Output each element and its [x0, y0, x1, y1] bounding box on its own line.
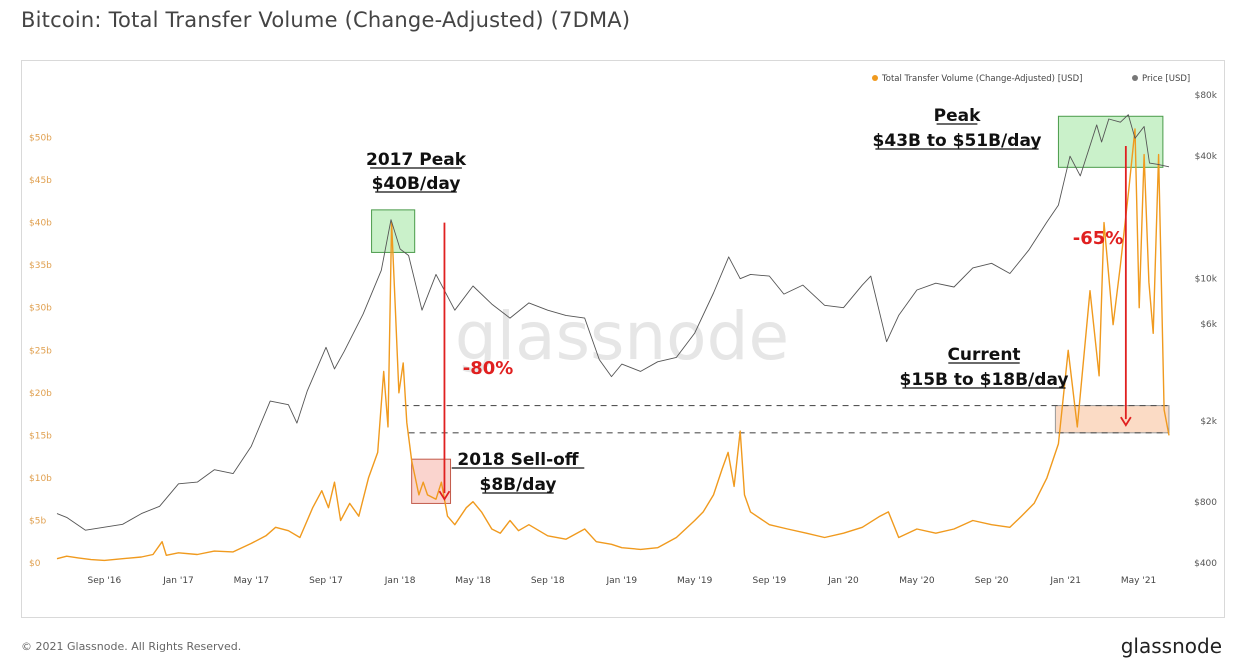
x-tick-label: Jan '21 [1049, 576, 1081, 586]
legend-marker-transfer-volume [872, 75, 878, 81]
left-axis-tick-label: $0 [29, 559, 41, 569]
annotation-peak-2021-line-1: Peak [934, 106, 981, 126]
annotation-pct-2021: -65% [1073, 228, 1124, 249]
x-tick-label: Sep '18 [531, 576, 565, 586]
right-axis-tick-label: $800 [1194, 498, 1217, 508]
x-tick-label: Sep '17 [309, 576, 343, 586]
left-axis-tick-label: $30b [29, 304, 52, 314]
left-axis-tick-label: $25b [29, 346, 52, 356]
series-line-transfer-volume [56, 128, 1170, 562]
x-tick-label: Jan '20 [827, 576, 859, 586]
page-title: Bitcoin: Total Transfer Volume (Change-A… [21, 8, 631, 32]
x-tick-label: Sep '16 [87, 576, 121, 586]
left-axis-tick-label: $40b [29, 219, 52, 229]
right-axis-tick-label: $2k [1200, 417, 1217, 427]
annotation-selloff-2018-line-2: $8B/day [479, 475, 556, 495]
left-axis-tick-label: $5b [29, 516, 46, 526]
annotation-pct-2018: -80% [463, 358, 514, 379]
arrow-drop-2021-head [1120, 416, 1132, 427]
annotation-current-2021-line-2: $15B to $18B/day [900, 370, 1069, 390]
right-axis-tick-label: $10k [1195, 275, 1218, 285]
x-tick-label: Sep '20 [975, 576, 1009, 586]
x-tick-label: May '21 [1121, 576, 1156, 586]
x-tick-label: May '19 [677, 576, 713, 586]
highlight-box-peak-2021 [1057, 115, 1164, 168]
right-axis-tick-label: $40k [1195, 152, 1218, 162]
right-axis-tick-label: $400 [1194, 559, 1217, 569]
series-layer [56, 114, 1170, 562]
legend-label-transfer-volume[interactable]: Total Transfer Volume (Change-Adjusted) … [881, 74, 1083, 84]
left-axis-tick-label: $35b [29, 261, 52, 271]
highlight-box-current-2021 [1054, 405, 1170, 434]
arrows [438, 146, 1132, 501]
chart-frame: glassnode Sep '16 Jan '17 May '17 Sep '17 Ja… [21, 60, 1225, 618]
watermark: glassnode [455, 298, 789, 375]
left-axis-tick-label: $20b [29, 389, 52, 399]
legend-label-price[interactable]: Price [USD] [1142, 74, 1190, 84]
reference-lines [402, 404, 1169, 434]
left-axis-tick-label: $50b [29, 134, 52, 144]
annotation-current-2021-line-1: Current [947, 345, 1020, 365]
x-tick-label: May '20 [899, 576, 935, 586]
annotation-peak-2021-line-2: $43B to $51B/day [873, 131, 1042, 151]
annotation-selloff-2018-line-1: 2018 Sell-off [457, 450, 578, 470]
axes: Sep '16 Jan '17 May '17 Sep '17 Jan '18 May '… [29, 91, 1218, 586]
chart-svg: glassnode Sep '16 Jan '17 May '17 Sep '17 Ja… [29, 74, 1218, 586]
x-tick-label: Jan '17 [162, 576, 194, 586]
annotation-peak-2017-line-2: $40B/day [372, 174, 461, 194]
left-axis-tick-label: $10b [29, 474, 52, 484]
x-tick-label: May '17 [234, 576, 269, 586]
arrow-drop-2018-head [438, 490, 451, 501]
right-axis-tick-label: $6k [1200, 320, 1217, 330]
x-tick-label: Jan '18 [384, 576, 416, 586]
right-axis-tick-label: $80k [1195, 91, 1218, 101]
x-tick-label: Sep '19 [752, 576, 786, 586]
x-tick-label: Jan '19 [605, 576, 637, 586]
annotations: 2017 Peak $40B/day 2018 Sell-off $8B/day Pea… [366, 106, 1123, 495]
annotation-peak-2017-line-1: 2017 Peak [366, 150, 467, 170]
footer-copyright: © 2021 Glassnode. All Rights Reserved. [21, 640, 242, 653]
legend-marker-price [1132, 75, 1138, 81]
footer-brand-logo: glassnode [1120, 634, 1222, 658]
legend[interactable]: Total Transfer Volume (Change-Adjusted) … [872, 74, 1190, 84]
left-axis-tick-label: $45b [29, 176, 52, 186]
series-line-price [56, 114, 1170, 531]
x-tick-label: May '18 [455, 576, 491, 586]
left-axis-tick-label: $15b [29, 431, 52, 441]
watermark-text: glassnode [455, 298, 789, 375]
